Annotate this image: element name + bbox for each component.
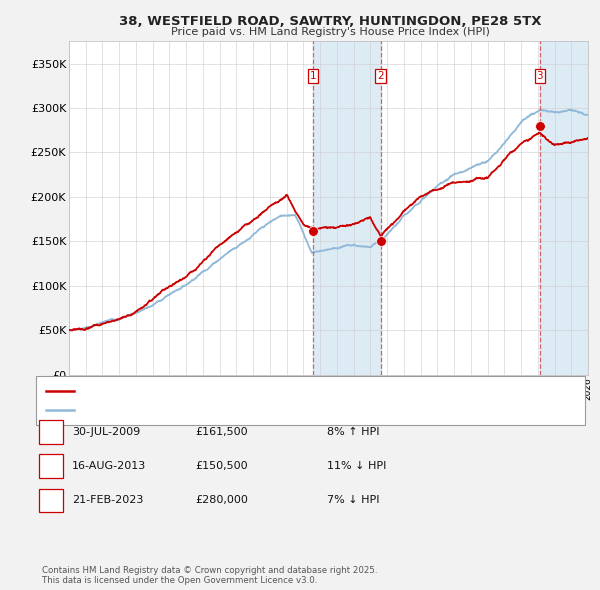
Text: 1: 1 — [310, 71, 316, 81]
Text: £280,000: £280,000 — [195, 496, 248, 505]
Text: Price paid vs. HM Land Registry's House Price Index (HPI): Price paid vs. HM Land Registry's House … — [170, 27, 490, 37]
Text: £161,500: £161,500 — [195, 427, 248, 437]
Text: 11% ↓ HPI: 11% ↓ HPI — [327, 461, 386, 471]
Text: 3: 3 — [536, 71, 543, 81]
Text: 1: 1 — [47, 427, 55, 437]
Text: 16-AUG-2013: 16-AUG-2013 — [72, 461, 146, 471]
Text: 38, WESTFIELD ROAD, SAWTRY, HUNTINGDON, PE28 5TX (semi-detached house): 38, WESTFIELD ROAD, SAWTRY, HUNTINGDON, … — [80, 386, 482, 396]
Bar — [313, 41, 381, 375]
Text: 2: 2 — [47, 461, 55, 471]
Text: 21-FEB-2023: 21-FEB-2023 — [72, 496, 143, 505]
Text: 8% ↑ HPI: 8% ↑ HPI — [327, 427, 379, 437]
Text: £150,500: £150,500 — [195, 461, 248, 471]
Text: 2: 2 — [377, 71, 384, 81]
Text: 7% ↓ HPI: 7% ↓ HPI — [327, 496, 379, 505]
Text: 38, WESTFIELD ROAD, SAWTRY, HUNTINGDON, PE28 5TX: 38, WESTFIELD ROAD, SAWTRY, HUNTINGDON, … — [119, 15, 541, 28]
Text: Contains HM Land Registry data © Crown copyright and database right 2025.
This d: Contains HM Land Registry data © Crown c… — [42, 566, 377, 585]
Text: HPI: Average price, semi-detached house, Huntingdonshire: HPI: Average price, semi-detached house,… — [80, 405, 374, 415]
Bar — [540, 41, 588, 375]
Text: 3: 3 — [47, 496, 55, 505]
Text: 30-JUL-2009: 30-JUL-2009 — [72, 427, 140, 437]
